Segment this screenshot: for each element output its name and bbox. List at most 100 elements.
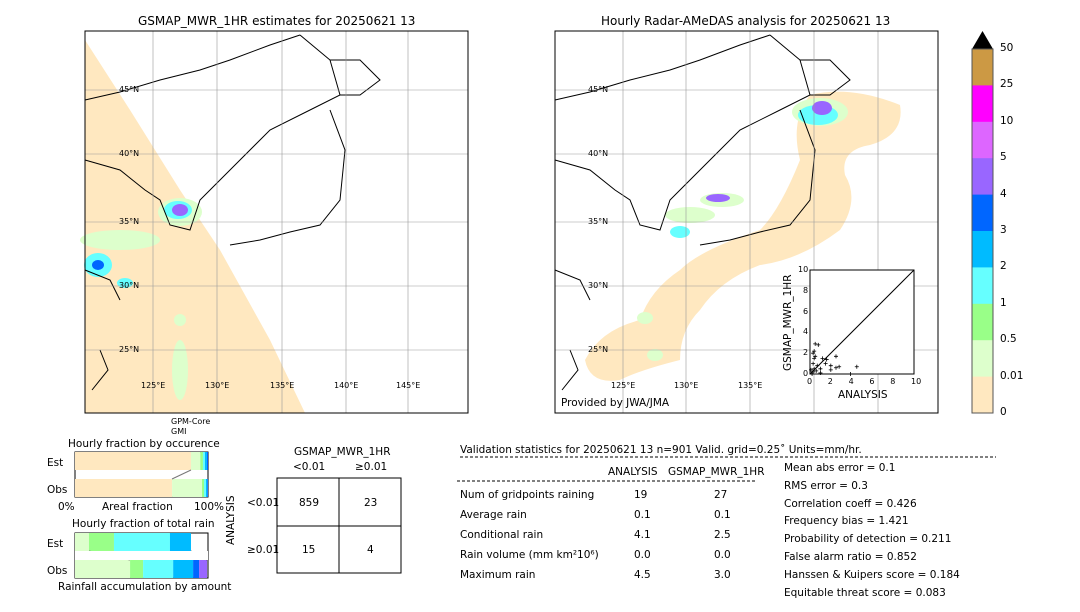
lat-label: 40°N bbox=[119, 149, 140, 158]
occ-est-label: Est bbox=[47, 457, 64, 469]
rain-est-segment bbox=[75, 533, 89, 551]
rain-xlabel: Rainfall accumulation by amount bbox=[58, 581, 232, 593]
lat-label: 40°N bbox=[588, 149, 609, 158]
validation-header: Validation statistics for 20250621 13 n=… bbox=[460, 444, 862, 456]
inset-xlabel: ANALYSIS bbox=[838, 389, 888, 401]
val-row-label: Num of gridpoints raining bbox=[460, 489, 595, 501]
occ-obs-segment bbox=[206, 479, 208, 497]
x-tick-label: 2 bbox=[827, 377, 833, 386]
occ-est-segment bbox=[200, 452, 203, 470]
lat-label: 25°N bbox=[588, 345, 609, 354]
occ-x1: 100% bbox=[194, 501, 225, 513]
occ-est-segment bbox=[202, 452, 205, 470]
x-tick-label: 4 bbox=[848, 377, 854, 386]
scatter-point bbox=[828, 367, 833, 372]
colorbar-label: 1 bbox=[1000, 296, 1007, 309]
colorbar-label: 50 bbox=[1000, 42, 1014, 54]
val-gsmap-value: 0.0 bbox=[714, 549, 731, 561]
coastline bbox=[330, 59, 381, 96]
val-analysis-value: 4.5 bbox=[634, 569, 651, 581]
rain-obs-segment bbox=[143, 560, 174, 578]
map-frame bbox=[554, 30, 939, 414]
rain-patch bbox=[172, 340, 188, 400]
cont-col-1: <0.01 bbox=[293, 461, 326, 473]
occ-obs-segment bbox=[202, 479, 205, 497]
cont-row-1: <0.01 bbox=[247, 497, 280, 509]
gmi-swath bbox=[85, 40, 305, 413]
val-analysis-value: 0.0 bbox=[634, 549, 651, 561]
coastline bbox=[800, 59, 851, 96]
lat-label: 35°N bbox=[119, 217, 140, 226]
val-analysis-value: 0.1 bbox=[634, 509, 651, 521]
val-score: Mean abs error = 0.1 bbox=[784, 462, 896, 474]
val-row-label: Rain volume (mm km²10⁶) bbox=[460, 549, 599, 561]
occ-obs-segment bbox=[75, 479, 173, 497]
scatter-point bbox=[813, 341, 818, 346]
scatter-point bbox=[818, 370, 823, 375]
occ-obs-segment bbox=[172, 479, 203, 497]
cont-cell-10: 15 bbox=[302, 544, 316, 556]
colorbar-segment bbox=[972, 303, 993, 341]
rain-patch bbox=[637, 312, 653, 324]
lon-label: 125°E bbox=[141, 381, 166, 390]
lat-label: 25°N bbox=[119, 345, 140, 354]
rain-patch bbox=[647, 349, 663, 361]
rain-patch bbox=[80, 230, 160, 250]
rain-patch bbox=[92, 260, 104, 270]
rain-obs-segment bbox=[75, 560, 131, 578]
colorbar-segment bbox=[972, 121, 993, 159]
occ-connector bbox=[171, 469, 192, 480]
scatter-point bbox=[812, 349, 817, 354]
rain-est-segment bbox=[169, 533, 191, 551]
colorbar-label: 0.5 bbox=[1000, 333, 1017, 346]
val-gsmap-value: 3.0 bbox=[714, 569, 731, 581]
scatter-point bbox=[816, 342, 821, 347]
scatter-point bbox=[812, 366, 817, 371]
rain-est-segment bbox=[113, 533, 170, 551]
sensor-label-1: GPM-Core bbox=[171, 417, 211, 426]
y-tick-label: 8 bbox=[803, 285, 809, 295]
colorbar-segment bbox=[972, 231, 993, 268]
val-gsmap-value: 0.1 bbox=[714, 509, 731, 521]
occ-est-segment bbox=[75, 452, 191, 470]
x-tick-label: 10 bbox=[911, 377, 922, 386]
val-analysis-value: 19 bbox=[634, 489, 648, 501]
cont-cell-11: 4 bbox=[367, 544, 374, 556]
x-tick-label: 6 bbox=[869, 377, 875, 386]
occ-est-segment bbox=[190, 452, 201, 470]
lat-label: 45°N bbox=[119, 85, 140, 94]
lat-label: 30°N bbox=[588, 281, 609, 290]
scatter-point bbox=[828, 363, 833, 368]
colorbar-label: 25 bbox=[1000, 78, 1014, 91]
rain-gap bbox=[75, 551, 208, 560]
diagonal-line bbox=[809, 269, 915, 375]
colorbar-segment bbox=[972, 340, 993, 378]
lat-label: 35°N bbox=[588, 217, 609, 226]
coastline bbox=[84, 269, 121, 301]
val-score: RMS error = 0.3 bbox=[784, 479, 868, 492]
scatter-point bbox=[812, 356, 817, 361]
lat-label: 30°N bbox=[119, 281, 140, 290]
sensor-label-2: GMI bbox=[171, 427, 187, 436]
y-tick-label: 2 bbox=[803, 348, 809, 358]
rain-patch bbox=[670, 226, 690, 238]
right-map-title: Hourly Radar-AMeDAS analysis for 2025062… bbox=[601, 14, 891, 28]
scatter-point bbox=[820, 356, 825, 361]
y-tick-label: 0 bbox=[803, 369, 809, 378]
occ-est-segment bbox=[206, 452, 208, 470]
lon-label: 135°E bbox=[738, 381, 763, 390]
scatter-point bbox=[811, 351, 816, 356]
coastline bbox=[699, 109, 816, 246]
scatter-point bbox=[834, 365, 838, 370]
cont-col-2: ≥0.01 bbox=[355, 461, 388, 473]
inset-ylabel: GSMAP_MWR_1HR bbox=[782, 274, 794, 371]
x-tick-label: 8 bbox=[890, 377, 896, 386]
lon-label: 140°E bbox=[334, 381, 359, 390]
colorbar-segment bbox=[972, 267, 993, 305]
rain-obs-segment bbox=[193, 560, 200, 578]
val-score: Probability of detection = 0.211 bbox=[784, 533, 952, 546]
val-row-label: Average rain bbox=[460, 509, 527, 521]
occ-obs-segment bbox=[204, 479, 207, 497]
occ-est-segment bbox=[204, 452, 207, 470]
